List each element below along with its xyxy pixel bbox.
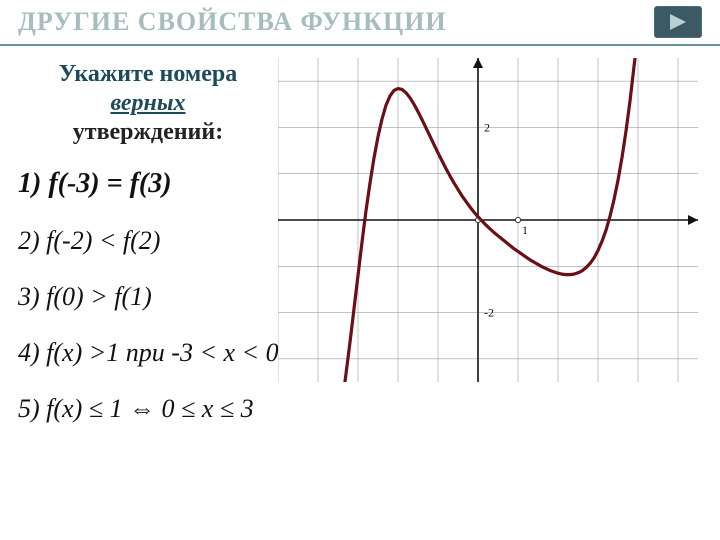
prompt-text: Укажите номера верных утверждений: [18, 60, 278, 146]
statement-5: 5) f(x) ≤ 1 ⇔ 0 ≤ x ≤ 3 [18, 394, 702, 424]
next-button[interactable] [654, 6, 702, 38]
play-icon [666, 12, 690, 32]
svg-text:2: 2 [484, 120, 490, 134]
prompt-line3: утверждений: [73, 119, 223, 145]
svg-text:-2: -2 [484, 306, 494, 320]
prompt-line2: верных [110, 90, 185, 116]
function-chart: 1 2 -2 [278, 58, 698, 382]
svg-text:1: 1 [522, 223, 528, 237]
header-rule [0, 44, 720, 46]
page-title: ДРУГИЕ СВОЙСТВА ФУНКЦИИ [18, 7, 447, 37]
prompt-line1: Укажите номера [59, 61, 238, 87]
